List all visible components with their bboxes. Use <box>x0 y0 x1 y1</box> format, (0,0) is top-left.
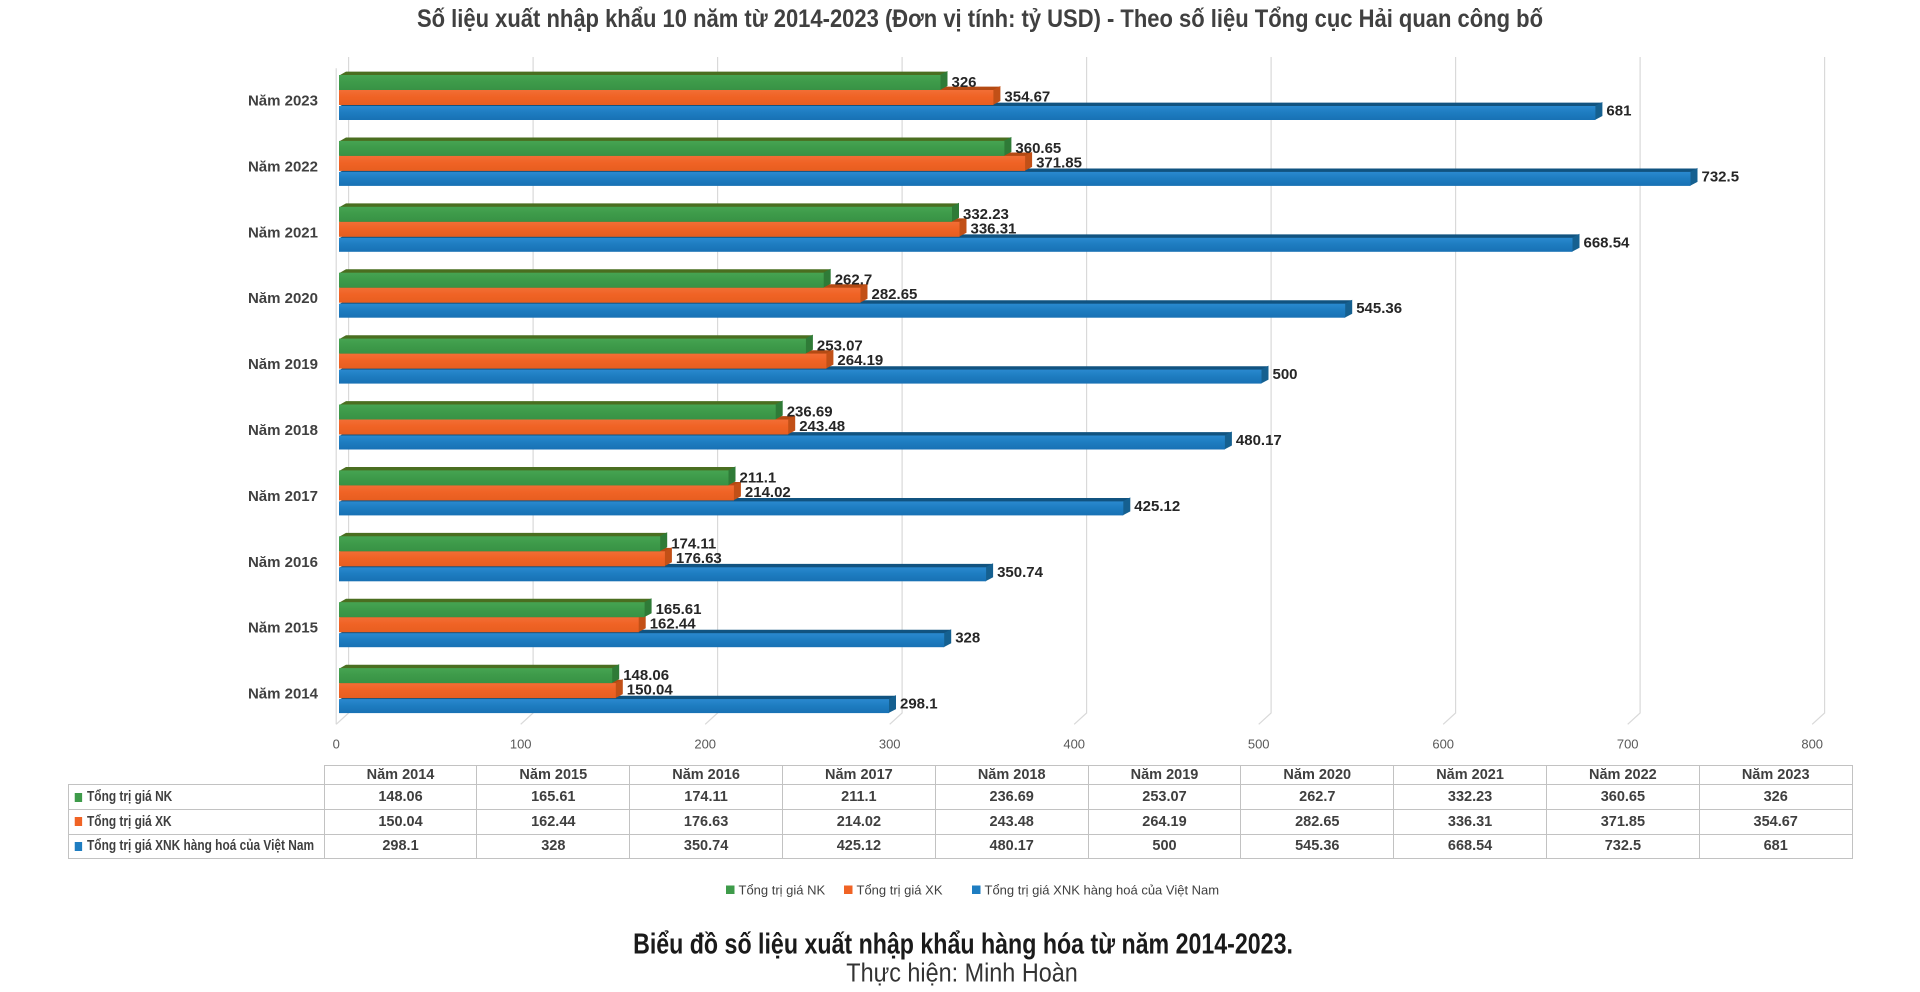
svg-text:298.1: 298.1 <box>900 696 938 713</box>
svg-text:350.74: 350.74 <box>997 564 1044 581</box>
svg-text:545.36: 545.36 <box>1356 300 1402 317</box>
svg-text:Năm 2016: Năm 2016 <box>248 554 318 571</box>
svg-text:211.1: 211.1 <box>740 469 777 486</box>
svg-text:165.61: 165.61 <box>656 601 702 618</box>
svg-text:500: 500 <box>1248 737 1270 752</box>
svg-text:214.02: 214.02 <box>745 484 791 501</box>
svg-text:264.19: 264.19 <box>837 352 883 369</box>
svg-text:Số liệu xuất nhập khẩu 10 năm: Số liệu xuất nhập khẩu 10 năm từ 2014-20… <box>417 5 1543 33</box>
svg-text:425.12: 425.12 <box>1134 498 1180 515</box>
svg-text:700: 700 <box>1617 737 1639 752</box>
svg-text:300: 300 <box>879 737 901 752</box>
svg-text:336.31: 336.31 <box>971 220 1017 237</box>
svg-text:681: 681 <box>1606 103 1631 120</box>
svg-text:Năm 2014: Năm 2014 <box>248 686 319 703</box>
svg-text:Năm 2022: Năm 2022 <box>248 158 318 175</box>
svg-text:332.23: 332.23 <box>963 206 1009 223</box>
svg-text:Năm 2018: Năm 2018 <box>248 422 318 439</box>
svg-text:668.54: 668.54 <box>1584 234 1631 251</box>
svg-text:200: 200 <box>694 737 716 752</box>
svg-text:Tổng trị giá XNK hàng hoá của: Tổng trị giá XNK hàng hoá của Việt Nam <box>985 883 1220 898</box>
svg-text:Năm 2015: Năm 2015 <box>248 620 318 637</box>
svg-text:236.69: 236.69 <box>787 404 833 421</box>
svg-text:174.11: 174.11 <box>671 535 716 552</box>
svg-text:253.07: 253.07 <box>817 338 863 355</box>
svg-text:500: 500 <box>1273 366 1298 383</box>
svg-text:162.44: 162.44 <box>650 616 697 633</box>
svg-text:480.17: 480.17 <box>1236 432 1282 449</box>
svg-text:Tổng trị giá XK: Tổng trị giá XK <box>857 883 943 898</box>
svg-text:Biểu đồ số liệu xuất nhập khẩu: Biểu đồ số liệu xuất nhập khẩu hàng hóa … <box>633 927 1293 960</box>
svg-text:262.7: 262.7 <box>835 272 873 289</box>
svg-text:Năm 2017: Năm 2017 <box>248 488 318 505</box>
svg-text:Thực hiện: Minh Hoàn: Thực hiện: Minh Hoàn <box>846 960 1077 988</box>
svg-text:150.04: 150.04 <box>627 682 674 699</box>
svg-text:326: 326 <box>952 74 977 91</box>
svg-text:Năm 2019: Năm 2019 <box>248 356 318 373</box>
svg-text:328: 328 <box>955 630 980 647</box>
svg-text:800: 800 <box>1801 737 1823 752</box>
svg-text:371.85: 371.85 <box>1036 154 1082 171</box>
svg-text:176.63: 176.63 <box>676 550 722 567</box>
svg-text:Năm 2023: Năm 2023 <box>248 93 318 110</box>
svg-text:Năm 2021: Năm 2021 <box>248 224 318 241</box>
svg-text:400: 400 <box>1063 737 1085 752</box>
svg-text:Tổng trị giá NK: Tổng trị giá NK <box>739 883 826 898</box>
svg-text:732.5: 732.5 <box>1702 168 1740 185</box>
svg-text:282.65: 282.65 <box>872 286 918 303</box>
svg-text:0: 0 <box>333 737 340 752</box>
svg-text:243.48: 243.48 <box>799 418 845 435</box>
svg-text:Năm 2020: Năm 2020 <box>248 290 318 307</box>
svg-text:100: 100 <box>510 737 532 752</box>
svg-text:360.65: 360.65 <box>1015 140 1061 157</box>
svg-text:354.67: 354.67 <box>1004 89 1050 106</box>
svg-text:148.06: 148.06 <box>623 667 669 684</box>
svg-text:600: 600 <box>1432 737 1454 752</box>
